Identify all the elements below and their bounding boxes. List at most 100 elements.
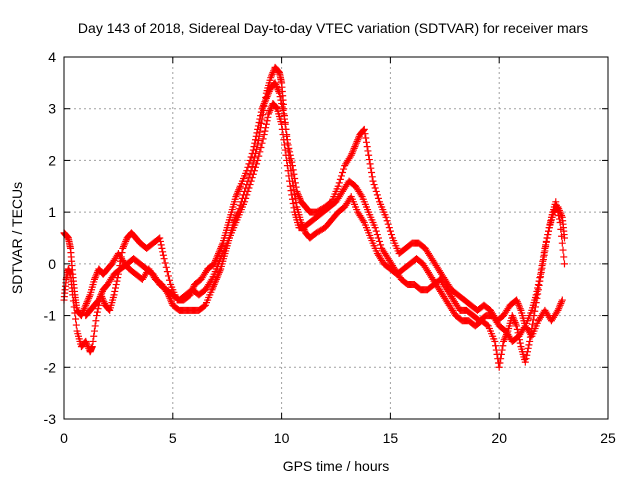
data-point [293,187,301,195]
data-point [278,100,286,108]
data-point [80,305,88,313]
data-point [289,166,297,174]
data-point [234,187,242,195]
x-tick-label: 15 [383,430,399,446]
data-point [217,243,225,251]
data-point [83,341,91,349]
data-point [369,177,377,185]
data-point [88,343,96,351]
data-point [83,298,91,306]
data-point [163,268,171,276]
data-point [288,191,296,199]
data-point [274,86,282,94]
data-point [84,296,92,304]
data-point [291,179,299,187]
data-point [93,312,101,320]
data-point [339,168,347,176]
data-point [265,108,273,116]
data-point [110,291,118,299]
data-point [554,203,562,211]
data-point [265,110,273,118]
data-point [94,305,102,313]
data-point [276,93,284,101]
data-point [337,172,345,180]
data-point [275,89,283,97]
data-point [386,227,394,235]
data-point [252,132,260,140]
data-point [538,262,546,270]
data-point [558,239,566,247]
data-point [262,120,270,128]
data-point [262,124,270,132]
data-point [89,337,97,345]
data-point [554,306,562,314]
grid-layer [64,57,608,419]
data-point [90,332,98,340]
data-point [292,183,300,191]
data-point [208,286,216,294]
data-point [249,170,257,178]
data-point [273,84,281,92]
data-point [352,141,360,149]
data-point [90,327,98,335]
x-tick-label: 20 [491,430,507,446]
data-point [533,287,541,295]
data-point [499,342,507,350]
data-point [364,147,372,155]
data-point [161,259,169,267]
data-point [383,217,391,225]
data-point [248,174,256,182]
data-point [513,296,521,304]
y-tick-label: 4 [48,49,56,65]
data-point [296,194,304,202]
data-point [159,248,167,256]
data-point [241,198,249,206]
data-point [285,172,293,180]
data-point [510,317,518,325]
y-tick-label: 3 [48,101,56,117]
data-point [244,163,252,171]
data-point [351,143,359,151]
data-point [232,193,240,201]
data-point [97,291,105,299]
data-point [257,144,265,151]
data-point [555,205,563,213]
data-point [111,284,119,292]
data-point [560,253,568,261]
data-point [365,156,373,164]
data-point [95,296,103,304]
data-point [259,101,267,109]
data-point [491,337,499,345]
data-point [69,291,77,299]
data-point [162,263,170,271]
data-point [207,277,215,285]
data-point [288,158,296,166]
data-point [119,243,127,251]
data-point [80,306,88,314]
data-point [555,305,563,313]
data-point [261,98,269,106]
data-point [82,337,90,345]
data-point [267,72,275,80]
data-point [215,248,223,256]
data-point [290,204,298,212]
data-point [105,306,113,314]
data-point [156,234,164,242]
data-point [500,336,508,344]
data-point [166,276,174,284]
data-point [258,139,266,147]
data-point [245,184,253,192]
data-point [508,312,516,320]
y-tick-label: 1 [48,204,56,220]
data-point [521,358,529,366]
data-point [71,309,79,317]
data-point [284,167,292,175]
data-point [160,255,168,263]
data-point [90,275,98,283]
data-point [295,193,303,201]
y-tick-label: -2 [44,359,57,375]
x-axis-label: GPS time / hours [283,458,390,474]
data-point [286,182,294,190]
data-point [347,151,355,159]
data-point [288,195,296,203]
